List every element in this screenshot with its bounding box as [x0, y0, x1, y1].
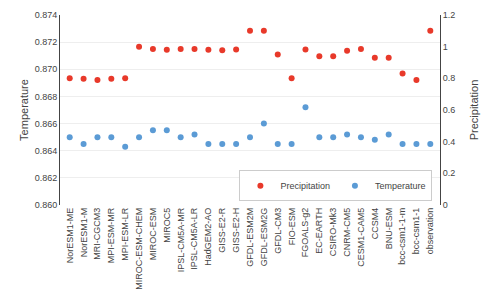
svg-text:IPSL-CM5A-MR: IPSL-CM5A-MR — [176, 207, 186, 272]
svg-text:0.8: 0.8 — [443, 73, 456, 83]
svg-text:BNU-ESM: BNU-ESM — [384, 208, 394, 250]
svg-text:MIROC-ESM-CHEM: MIROC-ESM-CHEM — [134, 208, 144, 290]
svg-text:MIROC5: MIROC5 — [162, 208, 172, 243]
svg-text:MPI-ESM-LR: MPI-ESM-LR — [120, 207, 130, 261]
svg-text:GFDL-ESM2M: GFDL-ESM2M — [245, 208, 255, 267]
svg-text:0.866: 0.866 — [35, 119, 58, 129]
svg-text:1.2: 1.2 — [443, 10, 456, 20]
svg-text:HadGEM2-AO: HadGEM2-AO — [203, 208, 213, 266]
svg-text:NorESM1-M: NorESM1-M — [79, 208, 89, 258]
svg-text:0.874: 0.874 — [35, 10, 58, 20]
svg-text:bcc-csm1-1-m: bcc-csm1-1-m — [397, 208, 407, 265]
svg-text:CSIRO-Mk3: CSIRO-Mk3 — [328, 208, 338, 257]
svg-text:bcc-csm1-1: bcc-csm1-1 — [411, 208, 421, 255]
svg-text:0.872: 0.872 — [35, 37, 58, 47]
svg-text:0.860: 0.860 — [35, 200, 58, 210]
svg-text:0.868: 0.868 — [35, 92, 58, 102]
svg-text:0.862: 0.862 — [35, 173, 58, 183]
svg-text:FGOALS-g2: FGOALS-g2 — [300, 208, 310, 258]
svg-text:EC-EARTH: EC-EARTH — [314, 208, 324, 254]
svg-text:GISS-E2-R: GISS-E2-R — [217, 207, 227, 253]
svg-text:NorESM1-ME: NorESM1-ME — [65, 208, 75, 264]
svg-text:1: 1 — [443, 42, 448, 52]
svg-text:CCSM4: CCSM4 — [370, 208, 380, 240]
svg-text:0.4: 0.4 — [443, 137, 456, 147]
svg-text:MIROC-ESM: MIROC-ESM — [148, 208, 158, 261]
svg-text:MRI-CGCM3: MRI-CGCM3 — [92, 208, 102, 260]
svg-text:Temperature: Temperature — [375, 181, 426, 191]
svg-text:0.870: 0.870 — [35, 64, 58, 74]
svg-text:0.6: 0.6 — [443, 105, 456, 115]
svg-text:MPI-ESM-MR: MPI-ESM-MR — [106, 207, 116, 263]
svg-text:Precipitation: Precipitation — [280, 181, 330, 191]
svg-text:CESM1-CAM5: CESM1-CAM5 — [356, 208, 366, 267]
svg-text:IPSL-CM5A-LR: IPSL-CM5A-LR — [189, 207, 199, 270]
svg-text:observation: observation — [425, 208, 435, 255]
svg-text:0: 0 — [443, 200, 448, 210]
svg-text:Precipitation: Precipitation — [468, 80, 480, 141]
svg-text:GFDL-ESM2G: GFDL-ESM2G — [259, 208, 269, 267]
svg-text:CNRM-CM5: CNRM-CM5 — [342, 208, 352, 257]
svg-text:0.2: 0.2 — [443, 168, 456, 178]
svg-text:GISS-E2-H: GISS-E2-H — [231, 208, 241, 253]
svg-text:Temperature: Temperature — [18, 79, 30, 141]
svg-text:FIO-ESM: FIO-ESM — [287, 208, 297, 246]
svg-text:GFDL-CM3: GFDL-CM3 — [273, 208, 283, 254]
svg-text:0.864: 0.864 — [35, 146, 58, 156]
